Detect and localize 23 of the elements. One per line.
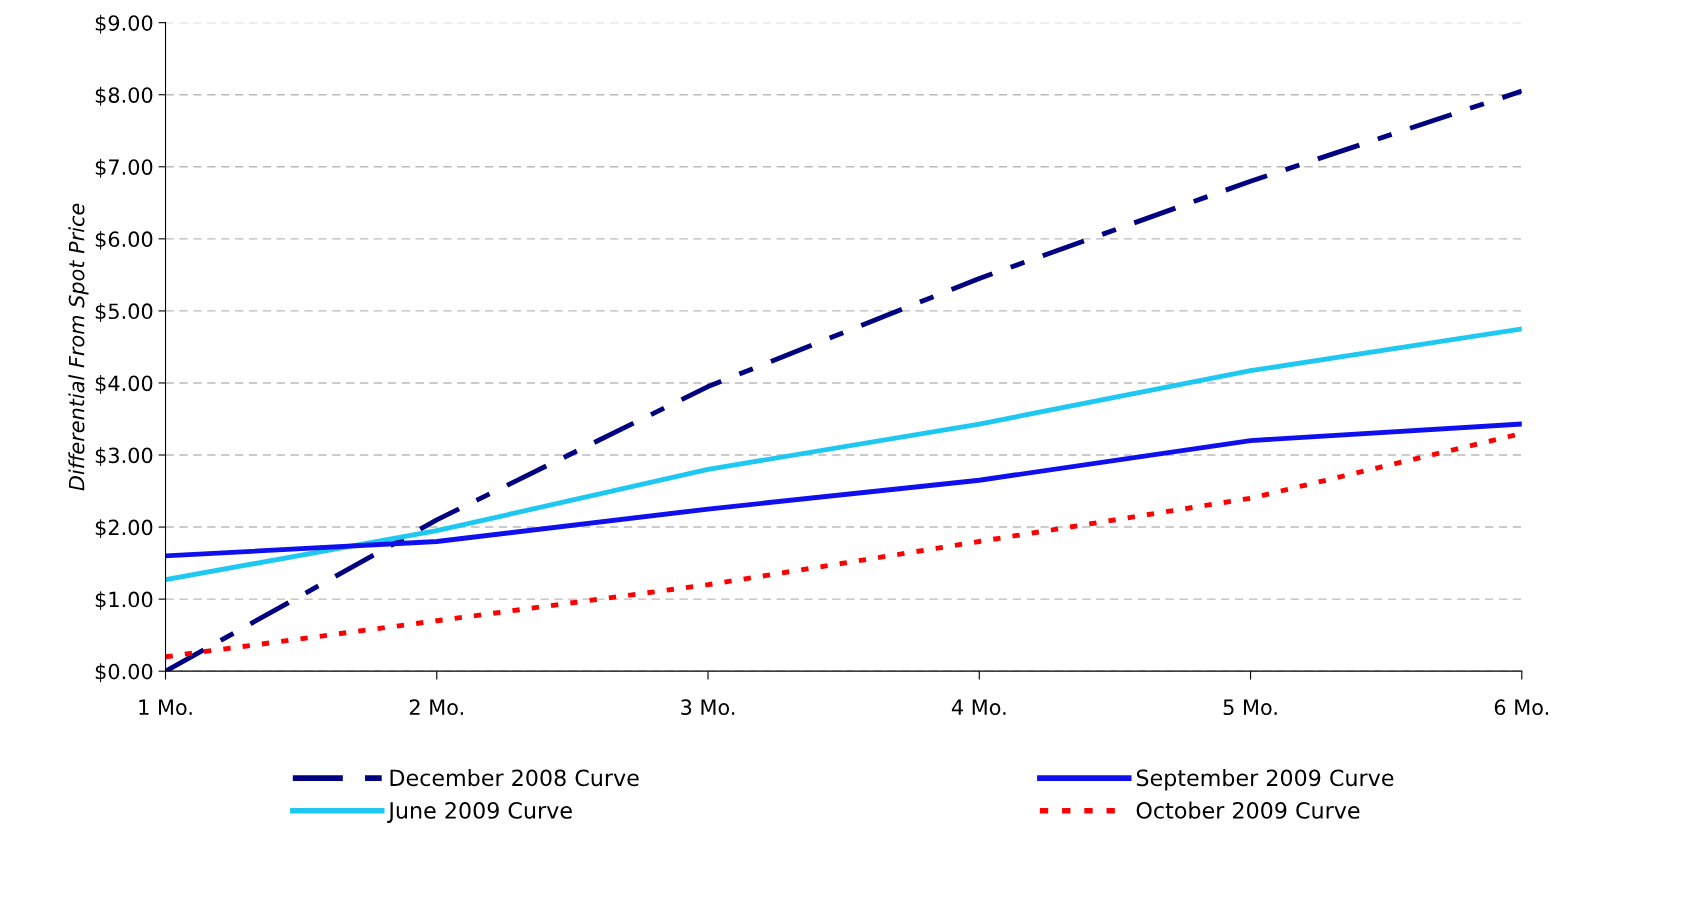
y-tick-label: $3.00 bbox=[95, 447, 153, 466]
legend-label: October 2009 Curve bbox=[1136, 801, 1360, 819]
x-tick-label: 1 Mo. bbox=[139, 699, 192, 716]
y-tick-label: $6.00 bbox=[95, 230, 153, 250]
legend-label: December 2008 Curve bbox=[390, 769, 639, 787]
y-tick-label: $5.00 bbox=[95, 302, 153, 322]
y-tick-label: $1.00 bbox=[95, 591, 153, 611]
y-tick-label: $0.00 bbox=[95, 663, 153, 683]
legend-label: September 2009 Curve bbox=[1136, 769, 1394, 791]
x-tick-label: 5 Mo. bbox=[1223, 699, 1277, 716]
line-series bbox=[165, 326, 1522, 583]
y-tick-label: $8.00 bbox=[95, 86, 153, 106]
y-tick-label: $7.00 bbox=[95, 158, 153, 178]
y-tick-label: $4.00 bbox=[95, 375, 153, 394]
x-tick-label: 3 Mo. bbox=[681, 699, 735, 716]
y-tick-label: $2.00 bbox=[95, 519, 153, 539]
y-tick-label: $9.00 bbox=[95, 14, 153, 34]
legend-label: June 2009 Curve bbox=[387, 802, 572, 823]
line-series bbox=[165, 421, 1522, 559]
x-tick-label: 4 Mo. bbox=[951, 699, 1006, 716]
x-tick-label: 2 Mo. bbox=[409, 699, 463, 716]
y-axis-title: Differential From Spot Price bbox=[68, 203, 89, 491]
x-tick-label: 6 Mo. bbox=[1494, 699, 1548, 716]
